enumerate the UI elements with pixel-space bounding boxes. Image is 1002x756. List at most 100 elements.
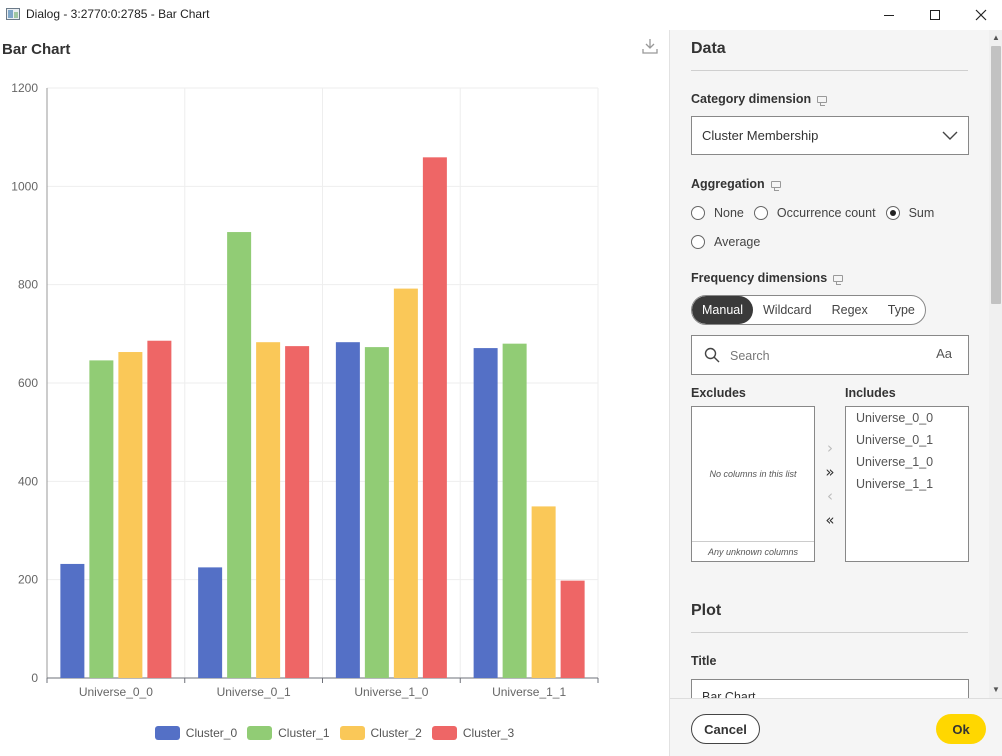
list-item[interactable]: Universe_1_1	[856, 477, 934, 491]
flow-variable-icon[interactable]	[833, 274, 844, 285]
bar-Cluster_2-Universe_0_0	[118, 352, 143, 678]
excludes-label: Excludes	[691, 386, 746, 400]
selection-mode-tabs: Manual Wildcard Regex Type	[691, 295, 926, 325]
aggregation-option-occurrence-count[interactable]: Occurrence count	[753, 206, 876, 220]
bar-Cluster_0-Universe_1_0	[335, 342, 360, 678]
minimize-button[interactable]	[866, 0, 912, 30]
tab-manual[interactable]: Manual	[692, 296, 753, 324]
section-divider	[691, 632, 968, 633]
includes-label: Includes	[845, 386, 896, 400]
list-item[interactable]: Universe_0_0	[856, 411, 934, 425]
frequency-dimensions-label-text: Frequency dimensions	[691, 271, 828, 285]
x-tick-label: Universe_1_0	[354, 685, 428, 699]
aggregation-option-sum[interactable]: Sum	[885, 206, 935, 220]
chart-title: Bar Chart	[2, 41, 71, 58]
chart-panel: 0 200 400 600 800 1000 1200 Universe_0_0 Univers…	[0, 30, 669, 756]
radio-none[interactable]	[691, 206, 705, 220]
legend-item-Cluster_2[interactable]: Cluster_2	[339, 726, 422, 740]
x-tick-label: Universe_0_1	[217, 685, 291, 699]
aggregation-option-average[interactable]: Average	[691, 235, 760, 249]
category-dimension-label: Category dimension	[691, 92, 828, 106]
chart-title-input[interactable]: Bar Chart	[691, 679, 969, 698]
list-item[interactable]: Universe_0_1	[856, 433, 934, 447]
title-field-label: Title	[691, 654, 717, 668]
scroll-up-icon[interactable]: ▲	[992, 33, 1000, 42]
bar-Cluster_3-Universe_1_1	[560, 580, 585, 678]
legend-item-Cluster_0[interactable]: Cluster_0	[154, 726, 238, 740]
legend-swatch	[247, 726, 273, 740]
bar-Cluster_3-Universe_1_0	[422, 157, 447, 678]
scroll-down-icon[interactable]: ▼	[992, 685, 1000, 694]
legend-label: Cluster_0	[185, 726, 238, 740]
y-tick-label: 600	[18, 376, 38, 390]
scroll-thumb[interactable]	[991, 46, 1001, 304]
window-title: Dialog - 3:2770:0:2785 - Bar Chart	[26, 7, 210, 21]
tab-wildcard[interactable]: Wildcard	[763, 303, 812, 317]
download-icon[interactable]	[641, 37, 659, 55]
move-right-button[interactable]: ›	[827, 439, 833, 457]
category-dimension-value: Cluster Membership	[702, 128, 819, 143]
settings-scroll-area: Data Category dimension Cluster Membersh…	[670, 30, 989, 698]
ok-button[interactable]: Ok	[936, 714, 986, 744]
tab-type[interactable]: Type	[887, 303, 915, 317]
legend-swatch	[154, 726, 180, 740]
settings-scrollbar[interactable]: ▲ ▼	[989, 30, 1002, 698]
category-dimension-label-text: Category dimension	[691, 92, 812, 106]
bar-Cluster_1-Universe_1_1	[502, 343, 527, 678]
legend-label: Cluster_3	[462, 726, 515, 740]
y-tick-label: 0	[31, 671, 38, 685]
radio-label: Occurrence count	[776, 206, 876, 220]
aggregation-label-text: Aggregation	[691, 177, 765, 191]
case-sensitive-toggle[interactable]: Aa	[936, 346, 952, 361]
maximize-button[interactable]	[912, 0, 958, 30]
close-icon	[975, 9, 987, 21]
bar-Cluster_2-Universe_1_0	[393, 288, 418, 678]
radio-occurrence-count[interactable]	[753, 206, 768, 220]
data-section-title: Data	[691, 40, 726, 57]
y-tick-label: 800	[18, 278, 38, 292]
legend-label: Cluster_1	[278, 726, 330, 740]
bar-chart: 0 200 400 600 800 1000 1200 Universe_0_0 Univers…	[11, 81, 599, 699]
move-all-right-button[interactable]: »	[825, 463, 835, 481]
bar-Cluster_0-Universe_0_1	[198, 567, 223, 678]
radio-label: None	[714, 206, 744, 220]
bar-Cluster_2-Universe_0_1	[256, 342, 281, 678]
bar-Cluster_3-Universe_0_0	[147, 340, 172, 678]
minimize-icon	[884, 14, 894, 16]
cancel-button[interactable]: Cancel	[691, 714, 760, 744]
search-icon	[704, 347, 720, 363]
aggregation-label: Aggregation	[691, 177, 781, 191]
list-item[interactable]: Universe_1_0	[856, 455, 934, 469]
tab-regex[interactable]: Regex	[831, 303, 868, 317]
bar-Cluster_1-Universe_0_0	[89, 360, 114, 678]
excludes-list[interactable]: No columns in this list Any unknown colu…	[691, 406, 815, 562]
unknown-columns-item[interactable]: Any unknown columns	[692, 541, 814, 561]
section-divider	[691, 70, 968, 71]
radio-label: Average	[714, 235, 761, 249]
legend-swatch	[339, 726, 365, 740]
maximize-icon	[930, 10, 940, 20]
radio-sum[interactable]	[885, 206, 900, 220]
aggregation-option-none[interactable]: None	[691, 206, 744, 220]
close-button[interactable]	[958, 0, 1002, 30]
bar-Cluster_0-Universe_1_1	[473, 348, 498, 678]
bar-Cluster_2-Universe_1_1	[531, 506, 556, 678]
flow-variable-icon[interactable]	[770, 180, 781, 191]
flow-variable-icon[interactable]	[817, 95, 828, 106]
frequency-dimensions-label: Frequency dimensions	[691, 271, 844, 285]
search-input[interactable]	[730, 347, 920, 365]
bar-Cluster_0-Universe_0_0	[60, 563, 85, 678]
move-all-left-button[interactable]: «	[825, 511, 835, 529]
radio-label: Sum	[908, 206, 935, 220]
category-dimension-select[interactable]: Cluster Membership	[691, 116, 969, 155]
radio-average[interactable]	[691, 235, 705, 249]
legend-item-Cluster_1[interactable]: Cluster_1	[247, 726, 330, 740]
move-left-button[interactable]: ‹	[827, 487, 833, 505]
legend-item-Cluster_3[interactable]: Cluster_3	[431, 726, 515, 740]
includes-list[interactable]: Universe_0_0 Universe_0_1 Universe_1_0 U…	[845, 406, 969, 562]
y-tick-label: 1000	[11, 179, 38, 193]
chevron-down-icon	[942, 131, 958, 140]
excludes-empty-note: No columns in this list	[709, 469, 797, 479]
y-tick-label: 1200	[11, 81, 38, 95]
aggregation-radio-row-1: None Occurrence count Sum	[691, 206, 944, 220]
